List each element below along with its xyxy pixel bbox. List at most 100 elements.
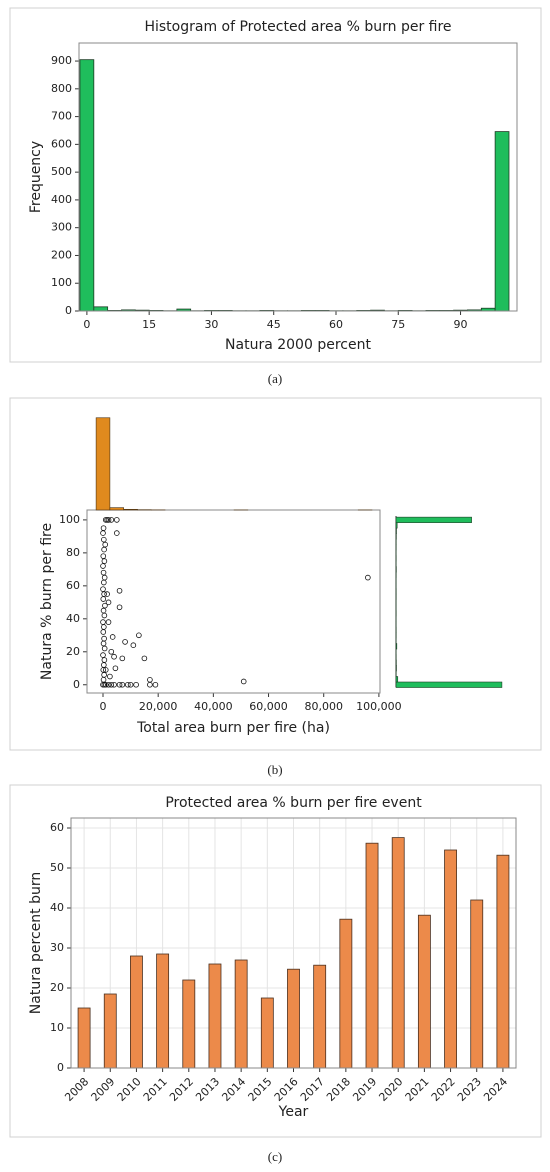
scatter-point — [102, 667, 109, 673]
y-tick-label: 0 — [65, 304, 72, 317]
scatter-point — [102, 541, 109, 548]
scatter-point — [125, 681, 131, 688]
scatter-point — [100, 569, 107, 576]
bar — [130, 955, 143, 1069]
y-tick-label: 0 — [73, 678, 80, 691]
scatter-point — [105, 599, 112, 606]
bar — [391, 837, 405, 1069]
bar — [182, 979, 196, 1069]
y-tick-label: 600 — [51, 137, 72, 150]
scatter-point — [105, 517, 112, 523]
x-tick-label: 0 — [83, 318, 90, 331]
marginal-x-bar — [109, 507, 124, 511]
y-tick-label: 10 — [50, 1021, 64, 1034]
histogram-bar — [79, 59, 95, 312]
x-axis-label: Total area burn per fire (ha) — [136, 720, 330, 736]
bar — [103, 993, 117, 1069]
y-tick-label: 900 — [51, 54, 72, 67]
plot-frame — [86, 509, 381, 694]
scatter-point — [105, 681, 112, 688]
y-tick-label: 100 — [59, 513, 80, 526]
bar — [287, 968, 300, 1069]
y-axis-label: Frequency — [28, 141, 44, 213]
scatter-point — [240, 678, 247, 685]
scatter-point — [119, 681, 126, 688]
plot-frame — [78, 42, 518, 312]
bar — [234, 959, 248, 1069]
scatter-point — [152, 681, 159, 688]
chart-title: Protected area % burn per fire event — [165, 795, 422, 811]
y-tick-label: 80 — [66, 546, 80, 559]
y-tick-label: 300 — [51, 221, 72, 234]
scatter-point — [100, 563, 106, 569]
scatter-point — [109, 634, 116, 640]
y-tick-label: 60 — [66, 579, 80, 592]
scatter-point — [101, 657, 108, 663]
scatter-point — [102, 681, 109, 688]
scatter-point — [102, 602, 108, 609]
scatter-point — [101, 536, 107, 543]
scatter-point — [104, 591, 110, 597]
bar — [156, 953, 170, 1069]
bar — [365, 842, 379, 1069]
marginal-x-bar — [95, 417, 111, 511]
plot-frame — [70, 817, 517, 1069]
scatter-point — [136, 632, 142, 639]
scatter-point — [122, 639, 128, 645]
y-tick-label: 200 — [51, 248, 72, 261]
bar — [77, 1007, 91, 1069]
y-axis-label: Natura percent burn — [28, 872, 44, 1014]
caption: (a) — [268, 371, 282, 386]
y-tick-label: 0 — [57, 1061, 64, 1074]
scatter-point — [147, 681, 153, 688]
x-tick-label: 60,000 — [249, 700, 288, 713]
scatter-point — [112, 665, 119, 672]
scatter-point — [107, 673, 113, 680]
chart-title: Histogram of Protected area % burn per f… — [144, 19, 451, 35]
scatter-point — [105, 619, 112, 625]
x-axis-label: Natura 2000 percent — [225, 337, 371, 353]
scatter-point — [127, 681, 134, 688]
scatter-point — [100, 652, 106, 658]
x-tick-label: 75 — [391, 318, 405, 331]
scatter-point — [365, 574, 371, 581]
scatter-point — [119, 655, 126, 662]
y-tick-label: 40 — [50, 901, 64, 914]
scatter-point — [116, 587, 123, 594]
y-axis-label: Natura % burn per fire — [39, 523, 55, 680]
bar — [339, 918, 353, 1069]
x-tick-label: 30 — [204, 318, 218, 331]
caption: (c) — [268, 1149, 282, 1164]
marginal-y-bar — [395, 522, 398, 529]
x-tick-label: 45 — [267, 318, 281, 331]
bar — [496, 854, 510, 1069]
scatter-point — [108, 648, 115, 655]
scatter-point — [116, 604, 123, 611]
histogram-bar — [93, 306, 109, 312]
scatter-point — [100, 586, 106, 592]
scatter-point — [130, 642, 137, 648]
bar — [208, 963, 222, 1069]
histogram-bar — [494, 131, 510, 312]
scatter-point — [100, 619, 106, 625]
y-tick-label: 60 — [50, 821, 64, 834]
panel-frame — [9, 7, 542, 363]
marginal-y-bar — [395, 681, 503, 688]
marginal-y-bar — [395, 516, 472, 523]
scatter-point — [108, 681, 115, 688]
x-axis-label: Year — [278, 1104, 309, 1120]
y-tick-label: 100 — [51, 276, 72, 289]
x-tick-label: 0 — [100, 700, 107, 713]
x-tick-label: 15 — [142, 318, 156, 331]
panel-frame — [9, 397, 542, 751]
y-tick-label: 30 — [50, 941, 64, 954]
scatter-point — [100, 525, 107, 531]
scatter-point — [108, 517, 115, 523]
scatter-point — [111, 681, 117, 688]
bar — [470, 899, 484, 1069]
scatter-point — [113, 530, 120, 536]
y-tick-label: 400 — [51, 193, 72, 206]
x-tick-label: 20,000 — [139, 700, 178, 713]
marginal-y-bar — [395, 643, 398, 650]
